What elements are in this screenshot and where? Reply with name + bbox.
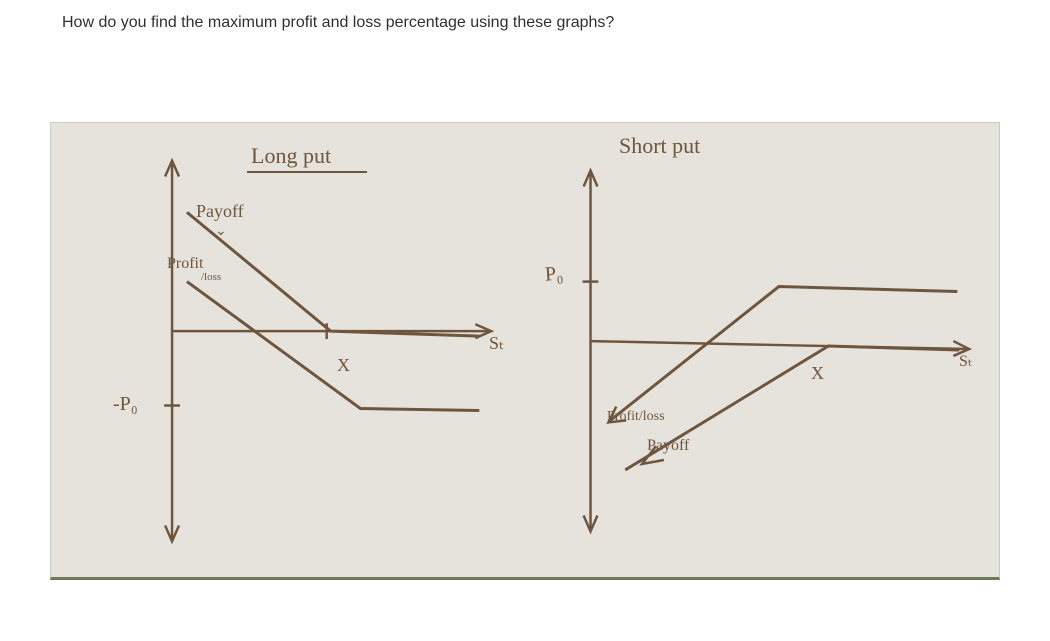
figure-frame: Long put Payoff ⌄ Profit /loss X Sₜ -P₀ (50, 122, 1000, 580)
axes-right (529, 123, 999, 577)
panel-long-put: Long put Payoff ⌄ Profit /loss X Sₜ -P₀ (51, 123, 531, 577)
axes-left (51, 123, 531, 577)
question-text: How do you find the maximum profit and l… (0, 14, 1050, 122)
panel-short-put: Short put P₀ Profit/loss Payoff X Sₜ (529, 123, 999, 577)
